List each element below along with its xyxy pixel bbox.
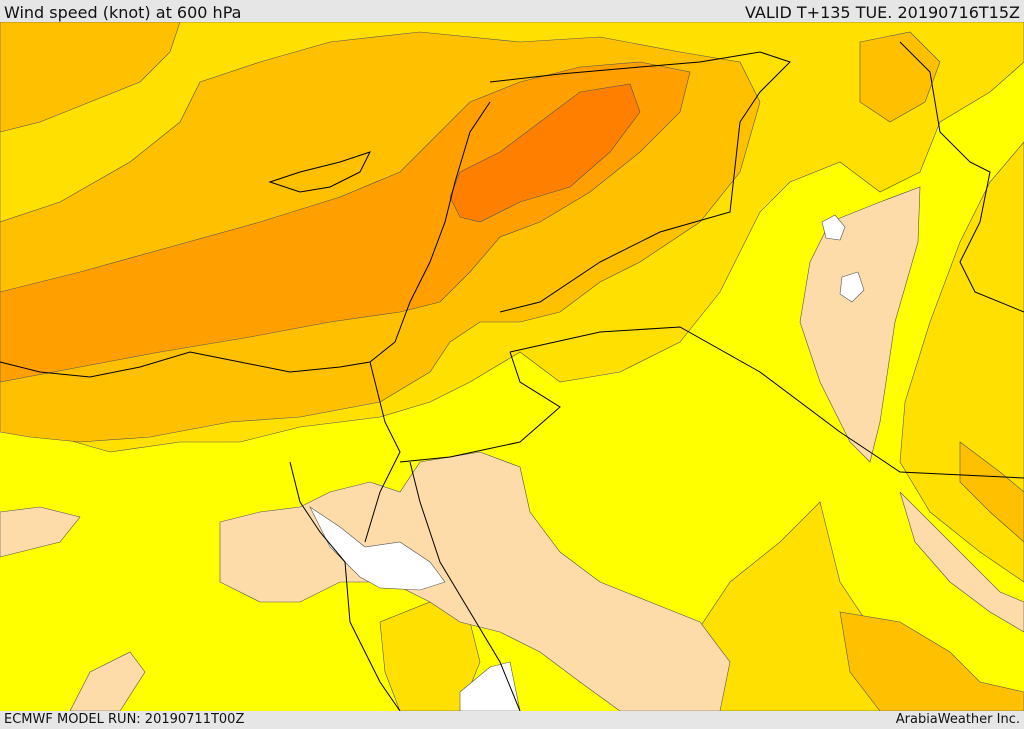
border-saudi (399, 351, 561, 463)
coastline-cyprus (268, 151, 371, 193)
border-iraq-east (899, 41, 1024, 313)
band-mid-high-se (839, 611, 1024, 711)
coastline-arabia-west (409, 461, 521, 711)
band-highest-core (449, 83, 641, 223)
border-egypt (364, 361, 401, 543)
coastline-red-sea (289, 461, 401, 711)
coastline-mediterranean (0, 101, 491, 378)
wind-speed-map (0, 22, 1024, 711)
model-run: ECMWF MODEL RUN: 20190711T00Z (4, 712, 245, 727)
border-syria (489, 51, 791, 313)
band-low-east-strip (899, 491, 1024, 633)
band-low-sinai (219, 451, 731, 711)
credit-text: ArabiaWeather Inc. (895, 712, 1020, 727)
band-mid-high-ne (859, 31, 941, 123)
band-lowest-lake-2 (839, 271, 865, 303)
map-title: Wind speed (knot) at 600 hPa (4, 3, 242, 22)
band-mid-high-east-strip (959, 441, 1024, 543)
border-jordan-iraq (509, 326, 1024, 479)
header-bar: Wind speed (knot) at 600 hPa VALID T+135… (0, 0, 1024, 22)
valid-time: VALID T+135 TUE. 20190716T15Z (744, 3, 1020, 22)
band-lowest-lake-1 (821, 214, 846, 241)
footer-bar: ECMWF MODEL RUN: 20190711T00Z ArabiaWeat… (0, 711, 1024, 729)
band-low-southwest (69, 651, 146, 711)
band-low-west (0, 506, 81, 558)
band-mid-high-nw (0, 22, 181, 133)
band-low-east (799, 186, 921, 463)
